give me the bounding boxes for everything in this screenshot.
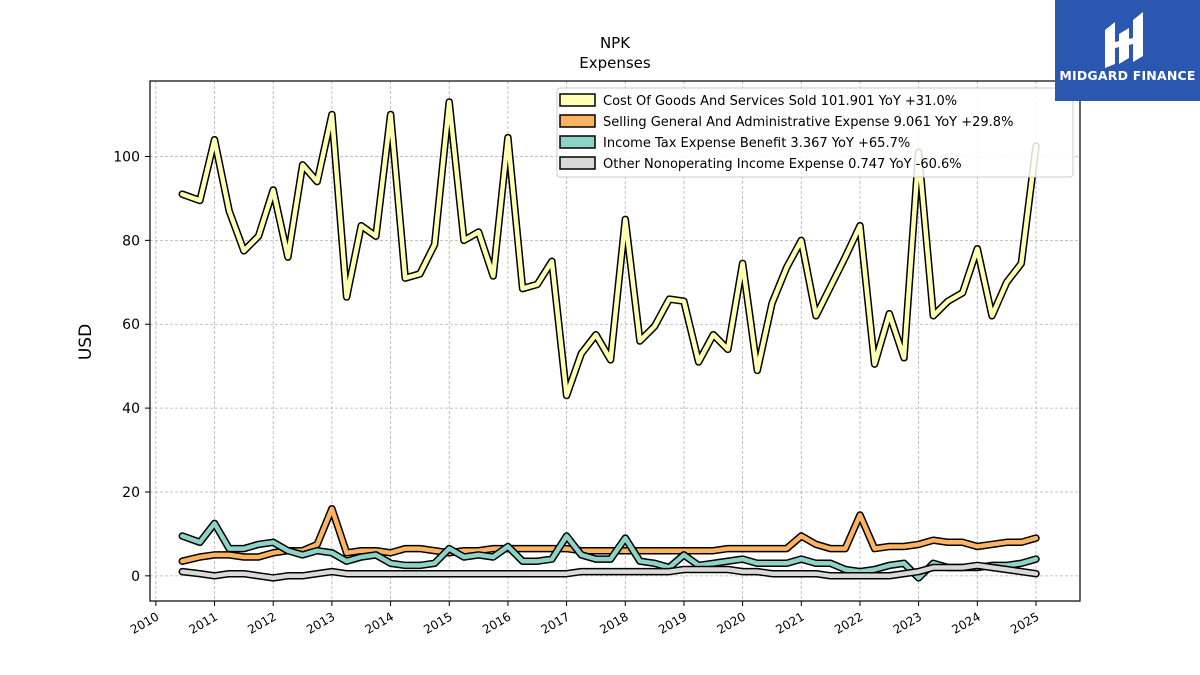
- x-tick-label: 2022: [832, 609, 865, 636]
- logo-text: MIDGARD FINANCE: [1059, 68, 1196, 83]
- series-line: [180, 99, 1039, 398]
- brand-logo: MIDGARD FINANCE: [1055, 0, 1200, 101]
- x-tick-label: 2012: [245, 609, 278, 636]
- series-2: [178, 519, 1040, 582]
- x-tick-label: 2013: [304, 609, 337, 636]
- legend-swatch: [559, 93, 596, 107]
- legend-label: Selling General And Administrative Expen…: [603, 115, 1013, 130]
- x-tick-label: 2015: [421, 609, 454, 636]
- plot-frame: [149, 80, 1081, 602]
- legend-item: Selling General And Administrative Expen…: [559, 114, 1013, 130]
- x-tick-label: 2018: [597, 609, 630, 636]
- y-tick-label: 20: [122, 485, 140, 501]
- series-3: [178, 561, 1040, 582]
- y-tick-label: 0: [131, 569, 140, 585]
- legend-box: [556, 87, 1074, 178]
- series-layer: [178, 98, 1040, 582]
- legend-item: Income Tax Expense Benefit 3.367 YoY +65…: [559, 135, 910, 151]
- chart-title: NPK: [600, 34, 631, 52]
- y-tick-label: 60: [122, 317, 140, 333]
- series-line: [180, 506, 1039, 564]
- legend-item: Cost Of Goods And Services Sold 101.901 …: [559, 93, 957, 109]
- x-tick-label: 2024: [949, 609, 982, 636]
- x-tick-label: 2021: [773, 609, 806, 636]
- x-tick-label: 2025: [1008, 609, 1041, 636]
- legend-swatch: [559, 114, 596, 128]
- series-0: [178, 98, 1040, 400]
- x-tick-label: 2017: [539, 609, 572, 636]
- series-1: [178, 504, 1040, 565]
- legend-label: Income Tax Expense Benefit 3.367 YoY +65…: [603, 136, 910, 151]
- x-tick-label: 2014: [363, 609, 396, 636]
- x-tick-label: 2010: [128, 609, 161, 636]
- y-tick-label: 80: [122, 233, 140, 249]
- y-tick-label: 40: [122, 401, 140, 417]
- legend: Cost Of Goods And Services Sold 101.901 …: [556, 87, 1074, 178]
- series-line: [180, 521, 1039, 581]
- x-axis-ticks: 2010 2011 2012 2013 2014 2015 2016 2017 2018 2019…: [128, 601, 1041, 637]
- x-tick-label: 2011: [187, 609, 220, 636]
- logo-mark-icon: [1105, 12, 1143, 68]
- x-tick-label: 2016: [480, 609, 513, 636]
- x-tick-label: 2019: [656, 609, 689, 636]
- legend-label: Other Nonoperating Income Expense 0.747 …: [603, 157, 962, 172]
- y-axis-ticks: 0 20 40 60 80 100: [113, 149, 150, 585]
- x-tick-label: 2020: [715, 609, 748, 636]
- legend-swatch: [559, 156, 596, 170]
- legend-swatch: [559, 135, 596, 149]
- legend-item: Other Nonoperating Income Expense 0.747 …: [559, 156, 962, 172]
- x-tick-label: 2023: [891, 609, 924, 636]
- legend-label: Cost Of Goods And Services Sold 101.901 …: [603, 94, 957, 109]
- y-tick-label: 100: [113, 149, 140, 165]
- series-line: [180, 563, 1039, 581]
- chart-subtitle: Expenses: [579, 54, 651, 72]
- y-axis-label: USD: [76, 324, 96, 360]
